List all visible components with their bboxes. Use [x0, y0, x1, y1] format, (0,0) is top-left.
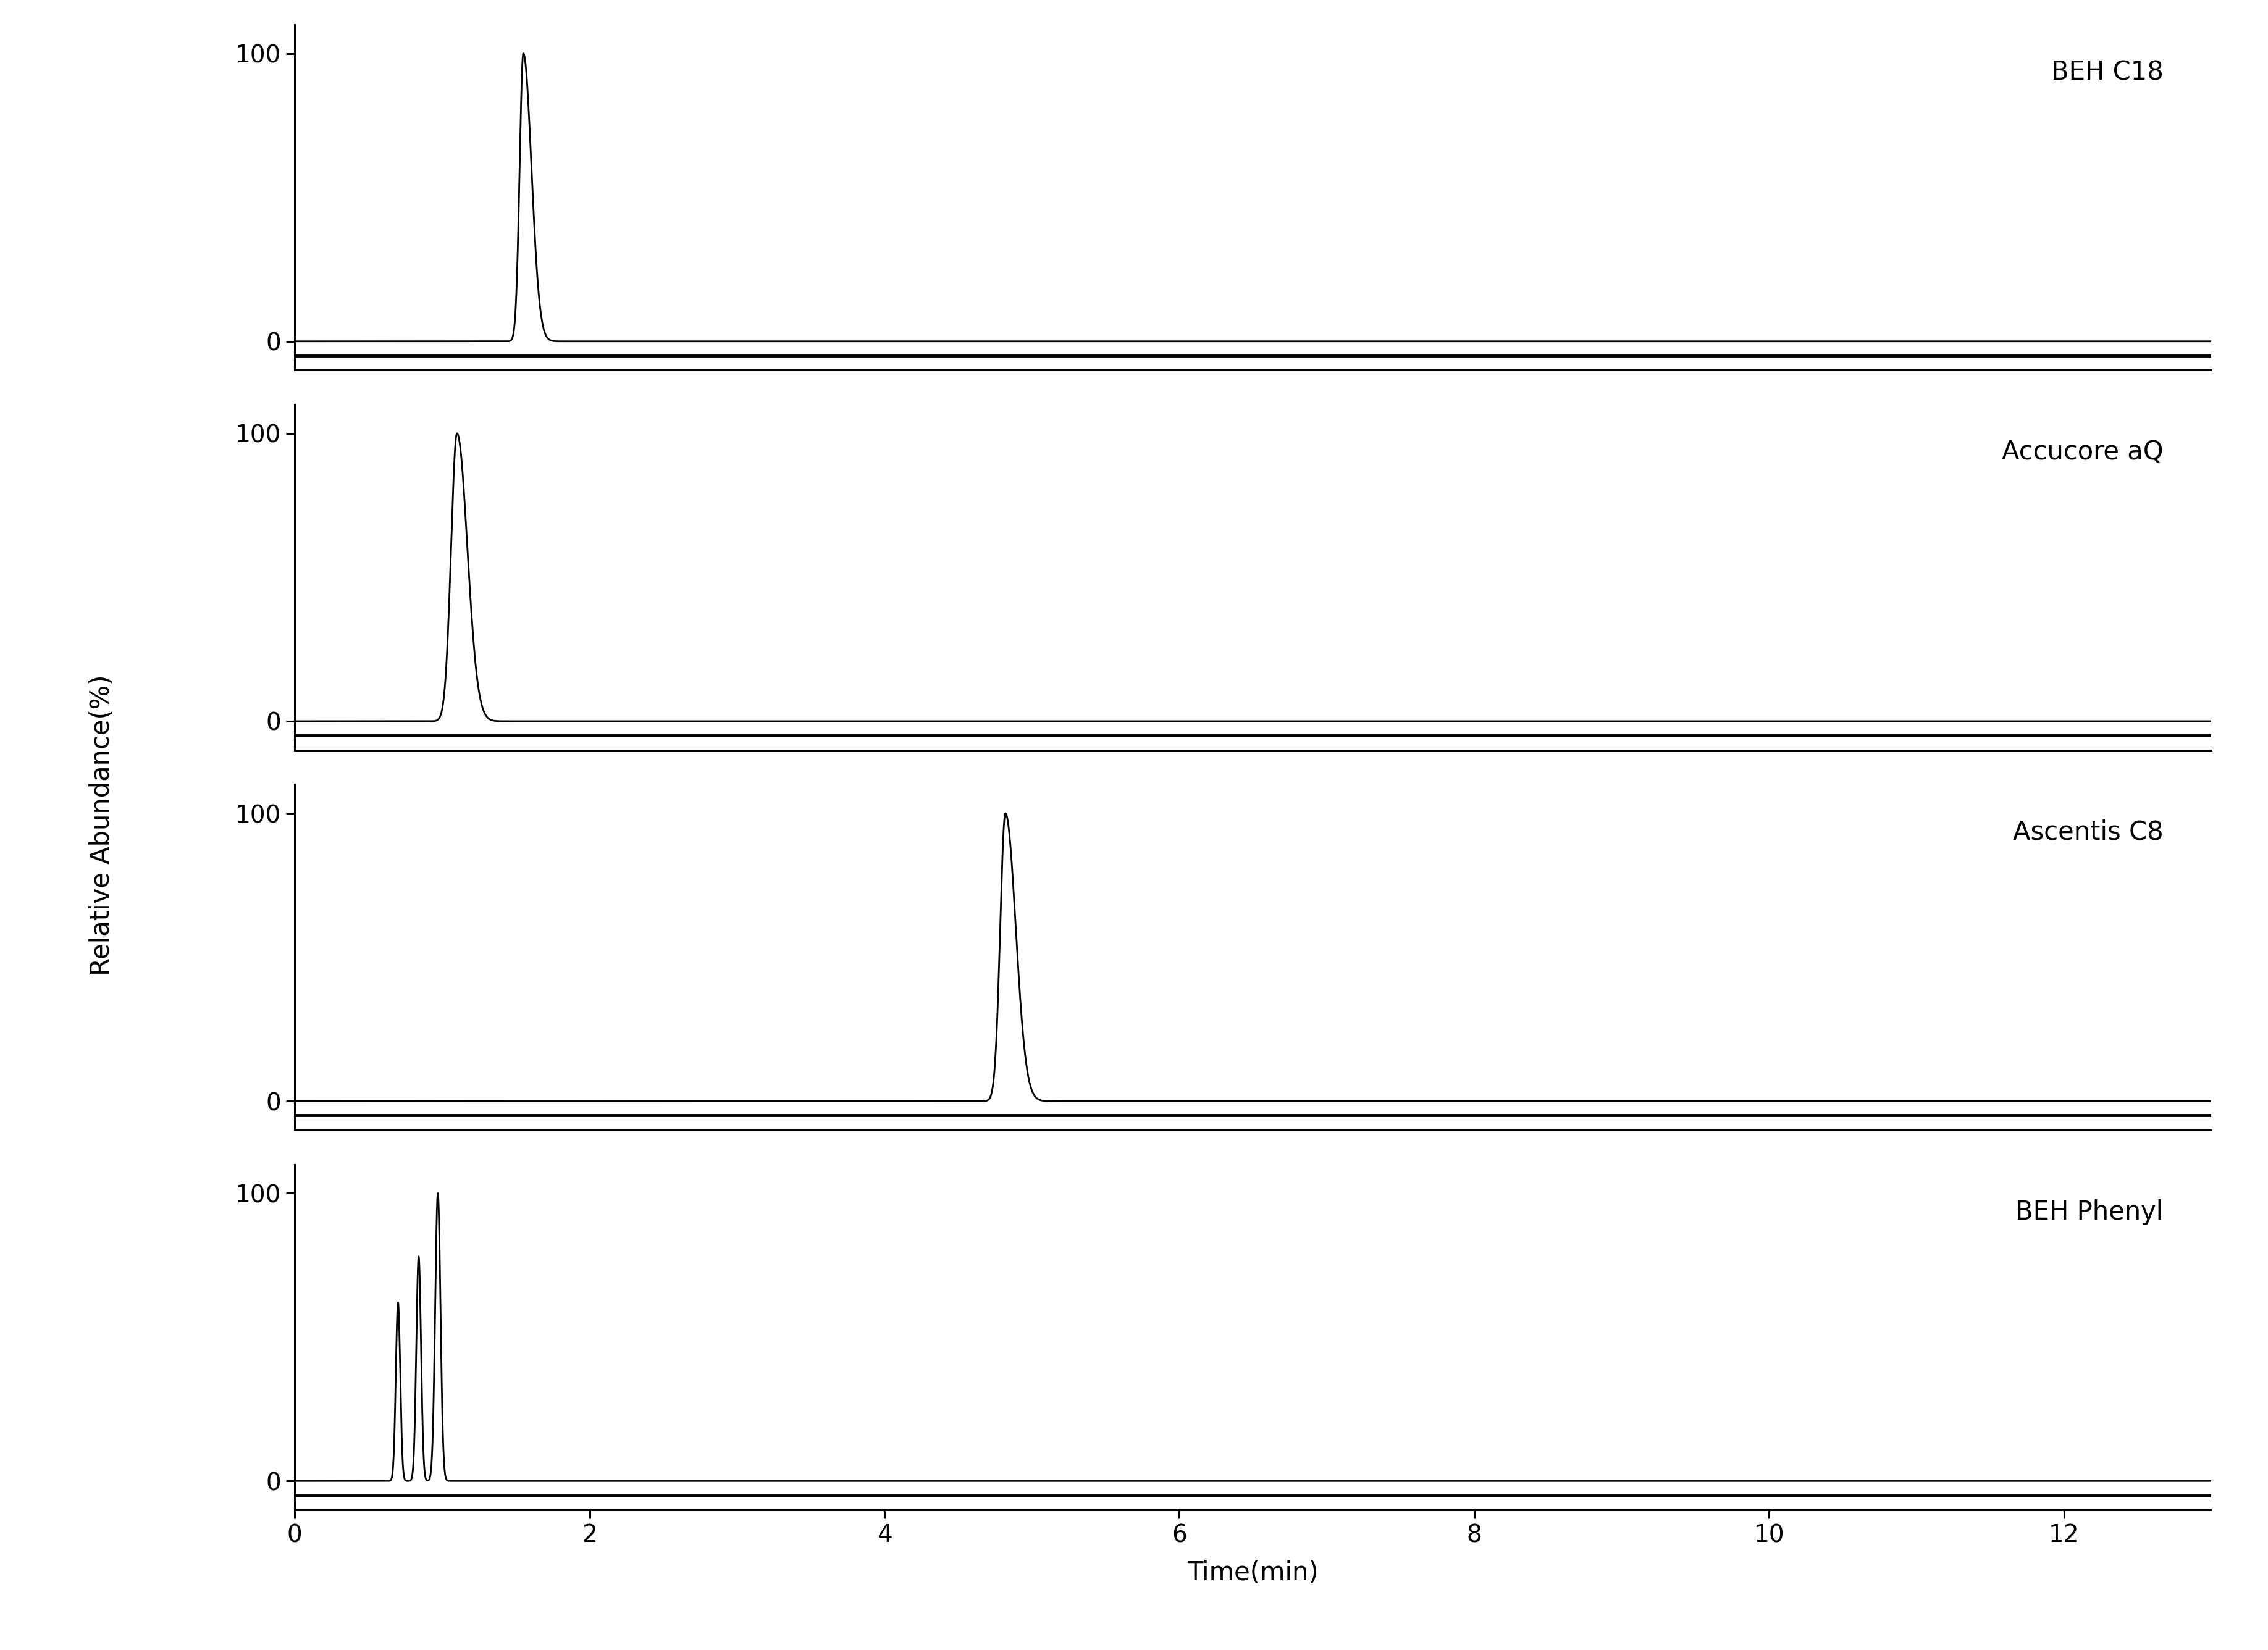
X-axis label: Time(min): Time(min)	[1188, 1559, 1318, 1586]
Text: Ascentis C8: Ascentis C8	[2012, 818, 2164, 845]
Text: Relative Abundance(%): Relative Abundance(%)	[88, 675, 116, 975]
Text: BEH C18: BEH C18	[2050, 59, 2164, 86]
Text: Accucore aQ: Accucore aQ	[2003, 439, 2164, 465]
Text: BEH Phenyl: BEH Phenyl	[2016, 1200, 2164, 1224]
